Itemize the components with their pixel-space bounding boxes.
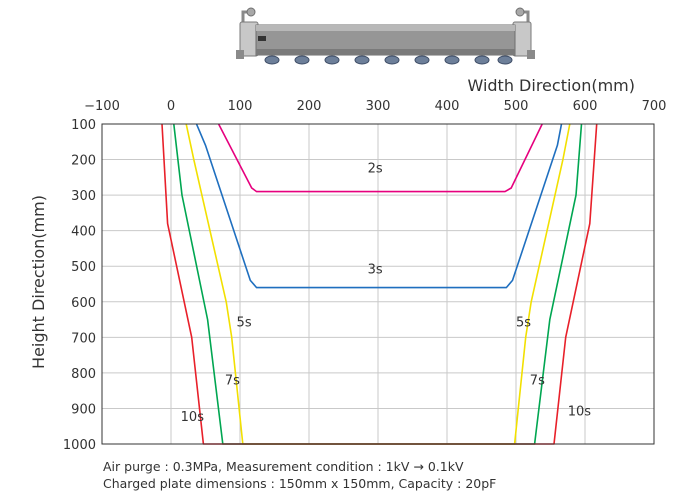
x-tick-label: 100 <box>228 99 253 114</box>
y-tick-label: 200 <box>71 154 96 169</box>
annotation-label: 2s <box>368 161 383 176</box>
annotation-label: 10s <box>568 405 592 420</box>
y-tick-label: 400 <box>71 225 96 240</box>
x-tick-labels: −100 0 100 200 300 400 500 600 700 <box>84 99 666 114</box>
annotation-label: 5s <box>516 316 531 331</box>
y-tick-label: 600 <box>71 296 96 311</box>
caption-line-1: Air purge : 0.3MPa, Measurement conditio… <box>103 459 464 474</box>
y-tick-label: 700 <box>71 331 96 346</box>
series-line-2s <box>217 123 543 193</box>
annotation-label: 7s <box>530 373 545 388</box>
ionizer-bar-icon <box>236 7 535 65</box>
y-axis-label: Height Direction(mm) <box>29 195 48 369</box>
x-tick-label: 700 <box>642 99 667 114</box>
x-tick-label: 600 <box>573 99 598 114</box>
x-tick-label: 200 <box>297 99 322 114</box>
y-tick-label: 300 <box>71 189 96 204</box>
caption-line-2: Charged plate dimensions : 150mm x 150mm… <box>103 476 497 491</box>
x-tick-label: −100 <box>84 99 120 114</box>
y-tick-label: 100 <box>71 118 96 133</box>
y-tick-labels: 100 200 300 400 500 600 700 800 900 1000 <box>63 118 96 453</box>
series-2s <box>217 123 543 193</box>
y-tick-label: 1000 <box>63 438 96 453</box>
y-tick-label: 900 <box>71 402 96 417</box>
x-tick-label: 0 <box>167 99 175 114</box>
x-axis-label: Width Direction(mm) <box>467 76 635 95</box>
y-tick-label: 500 <box>71 260 96 275</box>
series-3s <box>195 123 563 289</box>
annotations: 2s 3s 5s 5s 7s 7s 10s 10s <box>181 161 592 425</box>
y-tick-label: 800 <box>71 367 96 382</box>
annotation-label: 3s <box>368 262 383 277</box>
annotation-label: 7s <box>225 373 240 388</box>
series-line-3s <box>195 123 563 289</box>
annotation-label: 5s <box>237 316 252 331</box>
x-tick-label: 300 <box>366 99 391 114</box>
plot-frame <box>101 123 655 445</box>
x-tick-label: 500 <box>504 99 529 114</box>
x-tick-label: 400 <box>435 99 460 114</box>
annotation-label: 10s <box>181 410 205 425</box>
